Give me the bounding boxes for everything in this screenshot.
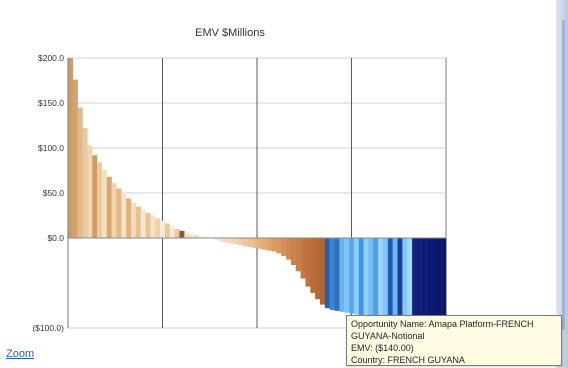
bar-56 (339, 238, 345, 312)
bar-64 (378, 238, 384, 319)
bar-22 (174, 229, 180, 238)
bar-5 (92, 155, 98, 238)
emv-chart: EMV $Millions $200.0 $150.0 $100.0 $50.0 $0.… (32, 27, 447, 333)
bar-9 (111, 183, 117, 238)
bar-72 (416, 238, 422, 326)
bar-42 (271, 238, 277, 252)
bar-35 (237, 238, 243, 246)
bar-46 (290, 238, 296, 265)
bar-4 (87, 145, 93, 238)
bar-76 (436, 238, 442, 328)
y-tick-label-3: $50.0 (43, 188, 65, 198)
chart-container: EMV $Millions $200.0 $150.0 $100.0 $50.0 $0.… (32, 27, 447, 333)
bar-53 (324, 238, 330, 309)
y-tick-label-0: $200.0 (38, 53, 64, 63)
bar-38 (252, 238, 258, 248)
bar-31 (218, 238, 224, 242)
y-tick-label-4: $0.0 (47, 233, 64, 243)
bar-47 (295, 238, 301, 272)
bar-27 (198, 236, 204, 238)
bar-43 (276, 238, 282, 254)
bar-17 (150, 215, 156, 238)
bar-51 (315, 238, 321, 300)
bar-65 (383, 238, 389, 320)
bar-30 (213, 238, 219, 240)
bar-12 (126, 198, 132, 238)
bar-59 (353, 238, 359, 315)
bar-70 (407, 238, 413, 325)
bar-50 (310, 238, 316, 293)
bar-15 (140, 210, 146, 238)
bar-55 (334, 238, 340, 311)
bar-54 (329, 238, 335, 310)
bar-26 (194, 235, 200, 238)
bar-57 (344, 238, 350, 313)
bar-36 (242, 238, 248, 247)
bar-3 (82, 128, 88, 238)
right-rail (556, 0, 568, 368)
bar-21 (169, 226, 175, 238)
bar-52 (320, 238, 326, 305)
y-tick-label-5: ($100.0) (32, 323, 64, 333)
bar-19 (160, 220, 166, 238)
bar-25 (189, 234, 195, 238)
bar-2 (77, 107, 83, 238)
bar-37 (247, 238, 253, 247)
bar-20 (164, 223, 170, 238)
bar-74 (426, 238, 432, 327)
bar-68 (397, 238, 403, 323)
bar-13 (131, 202, 137, 238)
bar-60 (358, 238, 364, 316)
tooltip-line-3: EMV: ($140.00) (351, 343, 414, 353)
y-tick-label-2: $100.0 (38, 143, 64, 153)
bar-34 (232, 238, 238, 245)
y-tick-label-1: $150.0 (38, 98, 64, 108)
bar-48 (300, 238, 306, 279)
bar-71 (412, 238, 418, 326)
bar-45 (286, 238, 292, 260)
bar-18 (155, 218, 161, 238)
bar-39 (257, 238, 263, 249)
bar-67 (392, 238, 398, 322)
bar-23 (179, 230, 185, 238)
bar-1 (72, 79, 78, 238)
bar-33 (227, 238, 233, 244)
bar-73 (421, 238, 427, 327)
bar-58 (349, 238, 355, 314)
bar-62 (368, 238, 374, 318)
bar-40 (261, 238, 267, 250)
bar-7 (101, 169, 107, 238)
bar-49 (305, 238, 311, 287)
bar-10 (116, 188, 122, 238)
bar-69 (402, 238, 408, 324)
bar-14 (135, 206, 141, 238)
bar-44 (281, 238, 287, 256)
chart-tooltip: Opportunity Name: Amapa Platform-FRENCH … (346, 315, 562, 366)
bar-41 (266, 238, 272, 251)
chart-bars (68, 58, 447, 328)
bar-11 (121, 193, 127, 238)
bar-32 (223, 238, 229, 243)
chart-tick-labels: $200.0 $150.0 $100.0 $50.0 $0.0 ($100.0) (32, 53, 64, 333)
bar-61 (363, 238, 369, 317)
bar-6 (97, 162, 103, 238)
tooltip-line-4: Country: FRENCH GUYANA (351, 355, 465, 365)
bar-66 (387, 238, 393, 321)
tooltip-line-2: GUYANA-Notional (351, 331, 425, 341)
bar-63 (373, 238, 379, 319)
tooltip-line-1: Opportunity Name: Amapa Platform-FRENCH (351, 319, 534, 329)
bar-16 (145, 212, 151, 238)
chart-title: EMV $Millions (195, 27, 265, 39)
bar-24 (184, 232, 190, 238)
bar-77 (441, 238, 447, 328)
bar-0 (68, 58, 74, 238)
bar-8 (106, 176, 112, 238)
bar-75 (431, 238, 437, 328)
chart-axes (67, 58, 446, 328)
zoom-link[interactable]: Zoom (6, 348, 35, 360)
